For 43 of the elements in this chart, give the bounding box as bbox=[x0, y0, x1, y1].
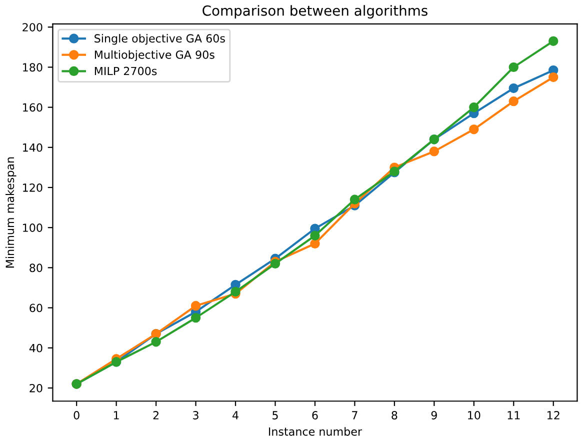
x-tick-label: 2 bbox=[153, 411, 158, 420]
legend-label: Single objective GA 60s bbox=[94, 34, 225, 45]
y-tick-label: 180 bbox=[23, 63, 42, 72]
x-tick-label: 11 bbox=[508, 411, 520, 420]
y-tick-label: 40 bbox=[29, 344, 42, 352]
y-tick-label: 200 bbox=[22, 23, 42, 32]
x-tick-label: 6 bbox=[312, 411, 318, 420]
point bbox=[190, 300, 201, 311]
x-axis-title: Instance number bbox=[268, 427, 362, 436]
point bbox=[350, 194, 360, 204]
point bbox=[151, 337, 161, 347]
x-tick-label: 0 bbox=[74, 411, 80, 420]
y-tick-label: 120 bbox=[23, 183, 42, 192]
y-tick-label: 160 bbox=[23, 103, 42, 112]
y-tick-label: 100 bbox=[23, 224, 42, 232]
x-tick-label: 5 bbox=[272, 411, 278, 420]
x-tick-label: 1 bbox=[114, 411, 119, 420]
point bbox=[469, 124, 479, 134]
point bbox=[508, 62, 518, 72]
point bbox=[429, 146, 440, 156]
point bbox=[548, 72, 558, 82]
y-tick-label: 140 bbox=[23, 143, 42, 152]
x-tick-label: 10 bbox=[468, 411, 480, 420]
legend-label: MILP 2700s bbox=[94, 66, 157, 76]
x-tick-label: 8 bbox=[392, 411, 398, 420]
y-tick-label: 80 bbox=[30, 264, 42, 272]
point bbox=[310, 230, 320, 240]
x-tick-label: 3 bbox=[193, 411, 198, 420]
x-tick-label: 9 bbox=[431, 411, 437, 420]
y-tick-label: 60 bbox=[30, 304, 42, 312]
point bbox=[310, 238, 320, 248]
point bbox=[190, 312, 201, 323]
x-tick-label: 7 bbox=[352, 411, 358, 420]
point bbox=[508, 96, 518, 106]
point bbox=[469, 102, 479, 112]
point bbox=[508, 83, 518, 94]
y-tick-label: 20 bbox=[30, 384, 42, 392]
y-axis-title: Minimum makespan bbox=[6, 157, 16, 268]
point bbox=[548, 36, 558, 46]
x-tick-label: 12 bbox=[548, 411, 560, 420]
chart-title: Comparison between algorithms bbox=[202, 5, 428, 19]
x-tick-label: 4 bbox=[232, 411, 238, 420]
legend-label: Multiobjective GA 90s bbox=[94, 50, 214, 62]
